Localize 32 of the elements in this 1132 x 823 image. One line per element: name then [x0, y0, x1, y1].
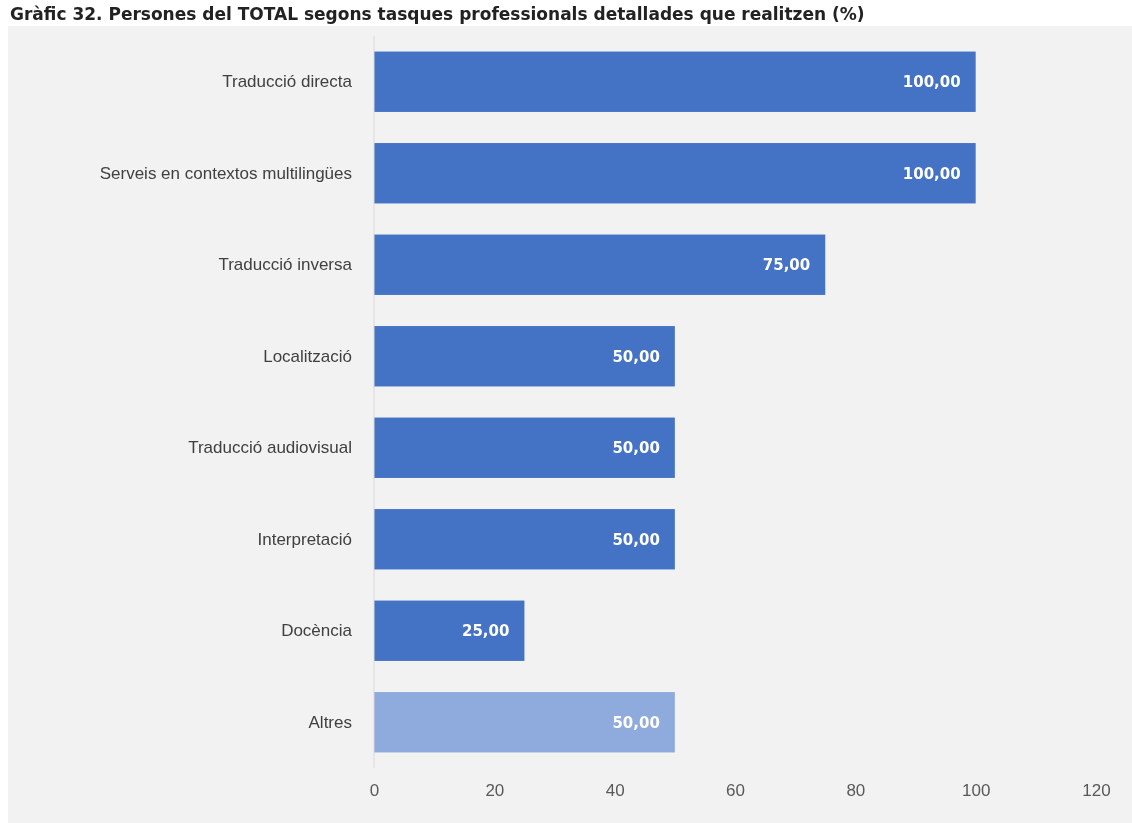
bar: [374, 234, 826, 295]
data-label: 50,00: [612, 530, 660, 549]
chart-title: Gràfic 32. Persones del TOTAL segons tasques professionals detallades que realitzen (%): [10, 4, 865, 24]
data-label: 50,00: [612, 713, 660, 732]
bar: [374, 509, 675, 570]
y-tick-label: Interpretació: [257, 529, 352, 549]
y-tick-label: Altres: [308, 712, 352, 732]
y-tick-label: Docència: [281, 621, 353, 641]
x-tick-label: 60: [726, 781, 745, 801]
y-tick-label: Localització: [263, 346, 352, 366]
x-tick-label: 100: [961, 781, 991, 801]
data-label: 50,00: [612, 439, 660, 457]
bar: [374, 600, 525, 661]
y-tick-label: Serveis en contextos multilingües: [99, 163, 352, 183]
bar: [374, 692, 675, 753]
x-tick-label: 120: [1082, 781, 1111, 801]
y-tick-label: Traducció inversa: [218, 255, 353, 275]
x-tick-label: 0: [369, 781, 380, 801]
data-label: 50,00: [612, 347, 660, 366]
data-label: 25,00: [461, 622, 510, 640]
bar: [374, 417, 675, 478]
data-label: 100,00: [902, 73, 961, 91]
x-tick-label: 20: [485, 781, 505, 801]
bar: [374, 143, 976, 204]
data-label: 100,00: [902, 164, 961, 183]
bar: [374, 51, 976, 112]
x-tick-label: 40: [605, 781, 625, 801]
y-tick-label: Traducció audiovisual: [188, 438, 352, 458]
y-tick-label: Traducció directa: [222, 72, 353, 92]
x-tick-label: 80: [846, 781, 866, 801]
data-label: 75,00: [762, 256, 811, 274]
bar: [374, 326, 675, 387]
